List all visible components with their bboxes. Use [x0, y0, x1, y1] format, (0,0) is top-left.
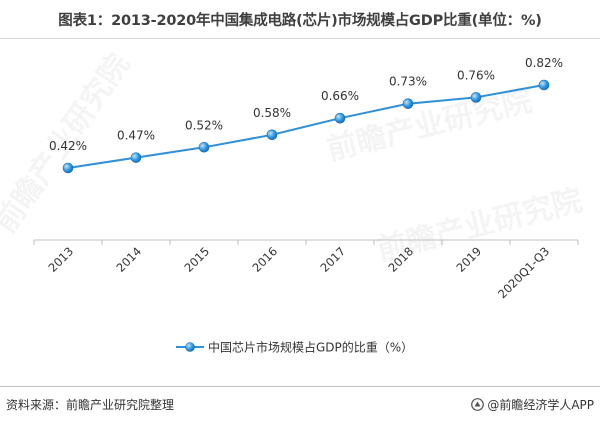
- data-point: [62, 162, 74, 174]
- x-tick-label: 2014: [114, 244, 145, 275]
- series-line: [67, 84, 545, 169]
- legend-label: 中国芯片市场规模占GDP的比重（%）: [208, 340, 413, 355]
- data-label: 0.52%: [185, 118, 223, 132]
- data-label: 0.73%: [389, 75, 427, 89]
- data-label: 0.82%: [525, 56, 563, 70]
- data-label: 0.47%: [117, 129, 155, 143]
- x-tick-label: 2013: [46, 244, 77, 275]
- x-tick-label: 2015: [182, 244, 213, 275]
- brand-logo-icon: [471, 398, 485, 411]
- x-tick-label: 2020Q1-Q3: [495, 244, 552, 301]
- source-note: 资料来源：前瞻产业研究院整理: [6, 398, 175, 412]
- brand-credit: @前瞻经济学人APP: [471, 396, 594, 413]
- x-tick-label: 2017: [318, 244, 349, 275]
- data-point: [130, 152, 142, 163]
- legend-marker: [185, 342, 195, 352]
- data-point: [198, 141, 210, 153]
- title-divider: [0, 38, 600, 39]
- x-tick-label: 2019: [454, 244, 485, 275]
- data-label: 0.76%: [457, 68, 495, 82]
- data-label: 0.58%: [253, 106, 291, 120]
- data-point: [334, 112, 346, 124]
- data-point: [402, 98, 414, 109]
- x-tick-label: 2016: [250, 244, 281, 275]
- legend: 中国芯片市场规模占GDP的比重（%）: [176, 340, 413, 355]
- data-point: [470, 92, 482, 103]
- brand-text: @前瞻经济学人APP: [487, 398, 594, 412]
- data-label: 0.66%: [321, 89, 359, 103]
- data-point: [266, 129, 278, 141]
- data-point: [538, 79, 550, 91]
- chart-title: 图表1：2013-2020年中国集成电路(芯片)市场规模占GDP比重(单位：%): [58, 13, 542, 29]
- footer-divider: [0, 386, 600, 387]
- data-label: 0.42%: [49, 139, 87, 153]
